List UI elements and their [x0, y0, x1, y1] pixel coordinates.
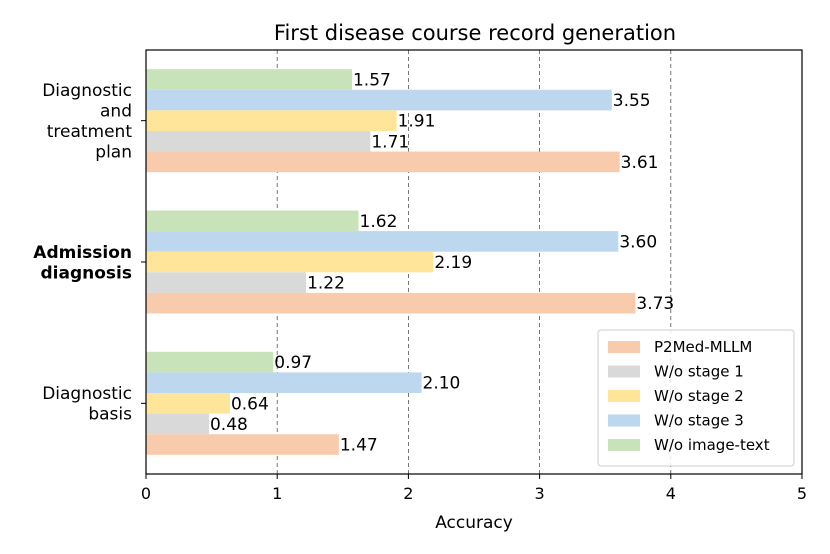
category-label-line: treatment	[47, 122, 133, 142]
data-label: 1.57	[353, 70, 391, 90]
bar	[146, 272, 307, 293]
data-label: 1.47	[340, 436, 378, 456]
x-tick-label: 4	[666, 484, 676, 503]
category-label-line: and	[100, 101, 132, 121]
bar	[146, 231, 619, 252]
bar	[146, 372, 422, 394]
category-label-line: basis	[88, 405, 132, 425]
legend-label: W/o stage 1	[654, 363, 744, 381]
category-label-line: Diagnostic	[42, 384, 132, 404]
category-label-line: Diagnostic	[42, 81, 132, 101]
data-label: 0.97	[274, 353, 312, 373]
bar	[146, 393, 230, 414]
bar	[146, 110, 397, 131]
data-label: 3.55	[613, 91, 651, 111]
bar	[146, 151, 620, 173]
legend-swatch	[608, 341, 640, 353]
data-label: 3.73	[636, 294, 674, 314]
bar	[146, 413, 209, 435]
data-label: 2.10	[423, 374, 461, 394]
x-tick-label: 5	[797, 484, 807, 503]
bar	[146, 434, 339, 455]
data-label: 1.71	[371, 132, 409, 152]
data-label: 1.91	[398, 112, 436, 132]
chart-title: First disease course record generation	[274, 21, 676, 45]
data-label: 1.62	[360, 212, 398, 232]
legend-label: W/o stage 3	[654, 412, 744, 430]
x-tick-label: 3	[535, 484, 545, 503]
bar	[146, 210, 359, 232]
category-label: Diagnostic basis	[42, 384, 132, 425]
legend-box	[597, 329, 795, 467]
legend-label: W/o stage 2	[654, 387, 744, 405]
legend-swatch	[608, 390, 640, 402]
legend-swatch	[608, 414, 640, 427]
bar	[146, 89, 612, 111]
data-label: 2.19	[434, 253, 472, 273]
data-label: 0.48	[210, 415, 248, 435]
bars	[146, 69, 636, 455]
category-label: Diagnostic and treatment plan	[42, 81, 132, 163]
data-label: 3.61	[621, 153, 659, 173]
category-label-line: Admission	[33, 243, 132, 263]
legend-swatch	[608, 439, 640, 451]
bar	[146, 251, 434, 273]
data-labels: 1.57 3.55 1.911.71 3.61 1.62 3.60 2.19 1.22 3.73…	[210, 70, 674, 455]
bar	[146, 130, 371, 152]
legend: P2Med-MLLM W/o stage 1 W/o stage 2 W/o stag…	[597, 329, 795, 467]
x-tick-label: 2	[403, 484, 413, 503]
category-label: Admission diagnosis	[33, 243, 132, 284]
bar	[146, 351, 274, 373]
x-axis-label: Accuracy	[435, 513, 513, 533]
x-tick-label: 1	[272, 484, 282, 503]
category-label-line: diagnosis	[41, 263, 132, 283]
data-label: 0.64	[231, 394, 269, 414]
x-axis-ticks: 0 1 2 3 4 5	[141, 474, 807, 503]
data-label: 3.60	[619, 232, 657, 252]
legend-label: P2Med-MLLM	[654, 338, 752, 356]
bar	[146, 292, 636, 314]
x-tick-label: 0	[141, 484, 151, 503]
category-label-line: plan	[95, 142, 132, 162]
data-label: 1.22	[307, 274, 345, 294]
bar	[146, 69, 352, 90]
legend-swatch	[608, 365, 640, 378]
legend-label: W/o image-text	[654, 436, 770, 454]
